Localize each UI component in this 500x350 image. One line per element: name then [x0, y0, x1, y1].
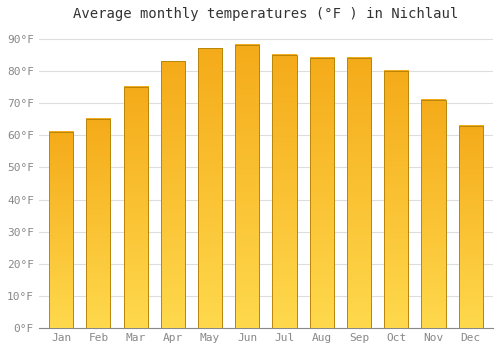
Title: Average monthly temperatures (°F ) in Nichlaul: Average monthly temperatures (°F ) in Ni… [74, 7, 458, 21]
Bar [458, 126, 483, 328]
Bar [347, 58, 371, 328]
Bar [422, 100, 446, 328]
Bar [384, 71, 408, 328]
Bar [235, 45, 260, 328]
Bar [124, 87, 148, 328]
Bar [310, 58, 334, 328]
Bar [272, 55, 296, 328]
Bar [49, 132, 73, 328]
Bar [198, 48, 222, 328]
Bar [160, 61, 185, 328]
Bar [86, 119, 110, 328]
